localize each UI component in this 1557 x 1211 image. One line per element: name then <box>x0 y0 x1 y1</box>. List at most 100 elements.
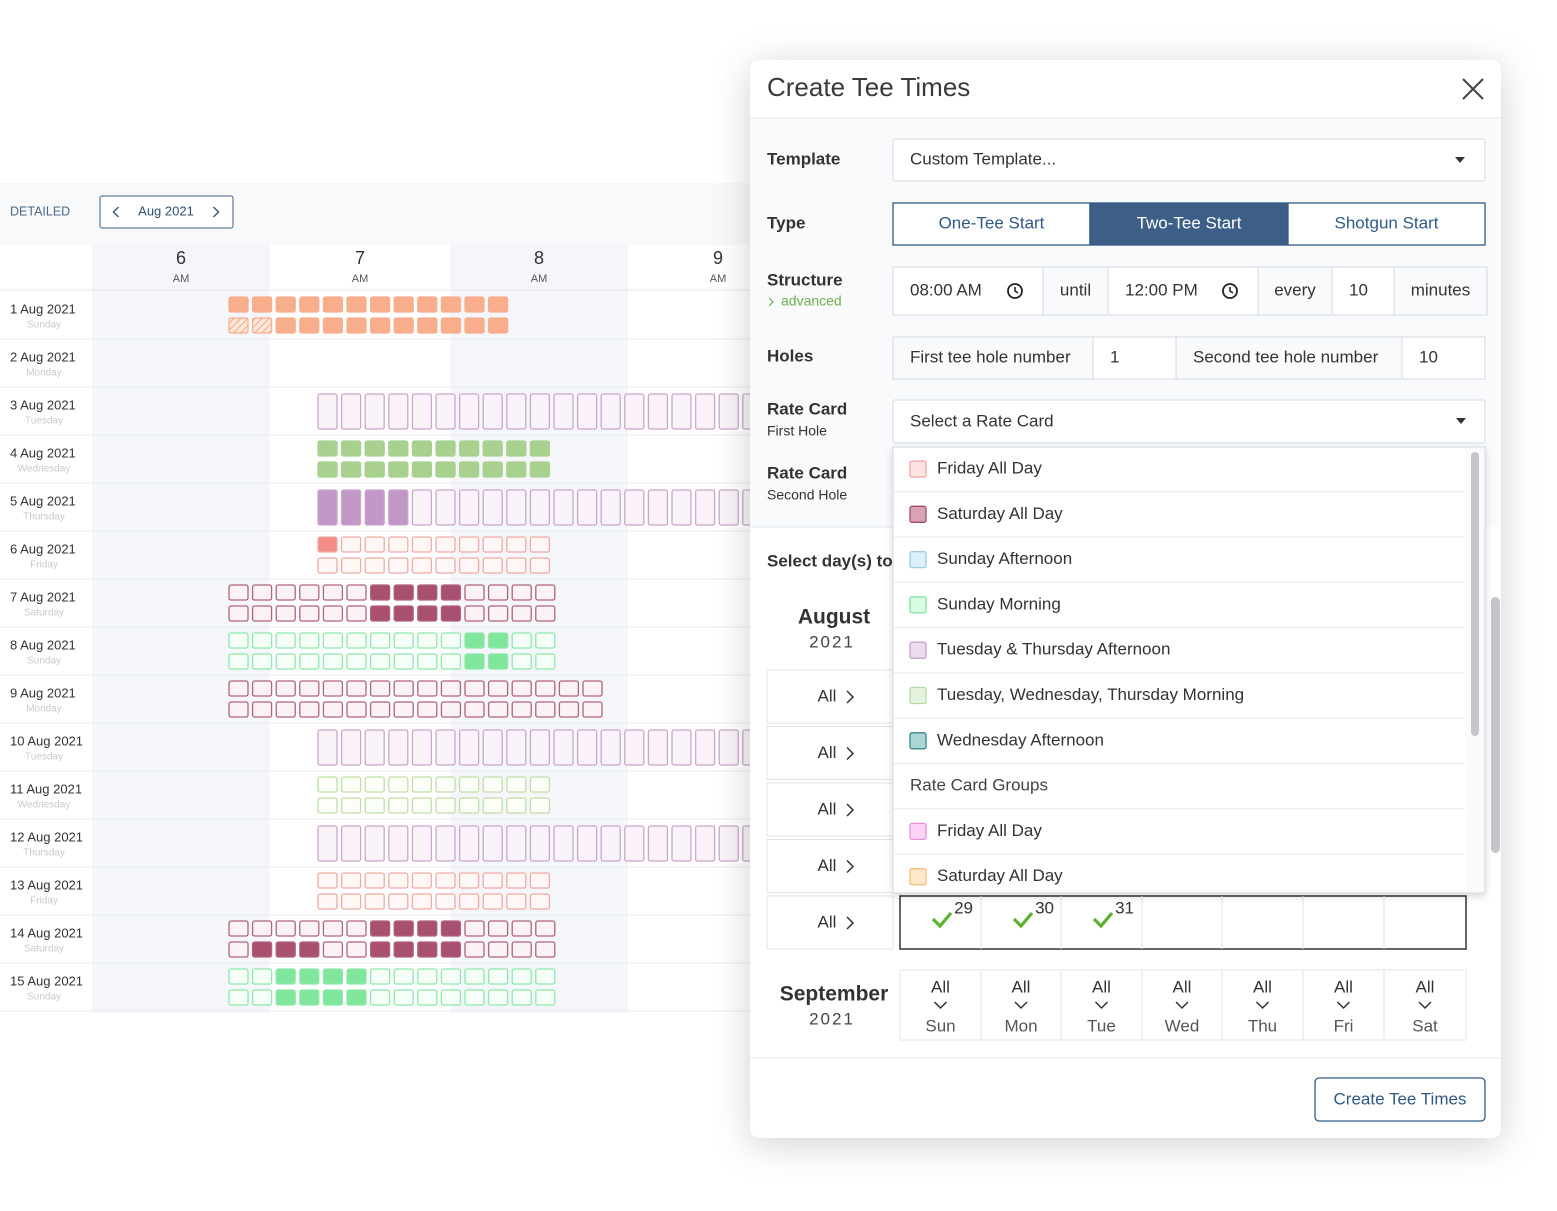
structure-cell[interactable] <box>892 266 1044 316</box>
tee-slot[interactable] <box>458 872 480 889</box>
tee-slot[interactable] <box>440 701 462 718</box>
tee-slot[interactable] <box>535 632 556 649</box>
tee-slot[interactable] <box>228 296 249 313</box>
tee-slot[interactable] <box>506 461 527 478</box>
tee-slot[interactable] <box>411 825 433 862</box>
tee-slot[interactable] <box>322 680 344 697</box>
tee-slot[interactable] <box>228 584 249 601</box>
tee-slot[interactable] <box>299 632 320 649</box>
tee-slot[interactable] <box>364 729 385 766</box>
tee-slot[interactable] <box>440 941 462 958</box>
rate-card-option[interactable]: Friday All Day <box>937 821 1042 840</box>
tee-slot[interactable] <box>535 920 556 937</box>
tee-slot[interactable] <box>340 489 362 526</box>
tee-slot[interactable] <box>299 317 320 334</box>
tee-slot[interactable] <box>464 296 485 313</box>
tee-slot[interactable] <box>411 893 433 910</box>
tee-slot[interactable] <box>506 872 527 889</box>
tee-slot[interactable] <box>251 605 273 622</box>
tee-slot[interactable] <box>529 825 551 862</box>
tee-slot[interactable] <box>582 680 603 697</box>
tee-slot[interactable] <box>624 825 645 862</box>
tee-slot[interactable] <box>458 797 480 814</box>
tee-slot[interactable] <box>322 605 344 622</box>
tee-slot[interactable] <box>228 920 249 937</box>
tee-slot[interactable] <box>671 825 692 862</box>
tee-slot[interactable] <box>317 872 338 889</box>
tee-slot[interactable] <box>417 605 438 622</box>
tee-slot[interactable] <box>393 653 414 670</box>
tee-slot[interactable] <box>364 797 385 814</box>
tee-slot[interactable] <box>464 653 485 670</box>
tee-slot[interactable] <box>718 825 739 862</box>
tee-slot[interactable] <box>482 461 503 478</box>
holes-cell[interactable] <box>1092 336 1177 380</box>
tee-slot[interactable] <box>411 872 433 889</box>
tee-slot[interactable] <box>228 968 249 985</box>
tee-slot[interactable] <box>535 584 556 601</box>
tee-slot[interactable] <box>553 825 574 862</box>
tee-slot[interactable] <box>435 872 456 889</box>
tee-slot[interactable] <box>388 797 409 814</box>
tee-slot[interactable] <box>340 872 362 889</box>
tee-slot[interactable] <box>435 825 456 862</box>
tee-slot[interactable] <box>511 968 532 985</box>
tee-slot[interactable] <box>671 393 692 430</box>
check-icon[interactable] <box>1012 911 1034 929</box>
tee-slot[interactable] <box>506 489 527 526</box>
tee-slot[interactable] <box>440 680 462 697</box>
check-icon[interactable] <box>1092 911 1114 929</box>
week-toggle[interactable] <box>766 895 894 950</box>
tee-slot[interactable] <box>487 920 509 937</box>
tee-slot[interactable] <box>322 317 344 334</box>
tee-slot[interactable] <box>529 893 551 910</box>
tee-slot[interactable] <box>228 989 249 1006</box>
tee-slot[interactable] <box>393 680 414 697</box>
tee-slot[interactable] <box>417 989 438 1006</box>
tee-slot[interactable] <box>458 440 480 457</box>
structure-cell[interactable] <box>1107 266 1259 316</box>
tee-slot[interactable] <box>411 729 433 766</box>
tee-slot[interactable] <box>535 941 556 958</box>
tee-slot[interactable] <box>506 797 527 814</box>
tee-slot[interactable] <box>228 317 249 334</box>
tee-slot[interactable] <box>346 941 367 958</box>
tee-slot[interactable] <box>322 968 344 985</box>
tee-slot[interactable] <box>228 680 249 697</box>
tee-slot[interactable] <box>464 680 485 697</box>
tee-slot[interactable] <box>299 296 320 313</box>
tee-slot[interactable] <box>299 701 320 718</box>
rate-card-option[interactable]: Wednesday Afternoon <box>937 730 1104 749</box>
tee-slot[interactable] <box>317 729 338 766</box>
tee-slot[interactable] <box>369 296 391 313</box>
tee-slot[interactable] <box>482 872 503 889</box>
tee-slot[interactable] <box>487 296 509 313</box>
tee-slot[interactable] <box>417 701 438 718</box>
tee-slot[interactable] <box>694 393 716 430</box>
tee-slot[interactable] <box>317 893 338 910</box>
tee-slot[interactable] <box>275 632 296 649</box>
tee-slot[interactable] <box>275 296 296 313</box>
weekday-toggle[interactable] <box>1060 969 1143 1041</box>
tee-slot[interactable] <box>535 605 556 622</box>
tee-slot[interactable] <box>364 461 385 478</box>
tee-slot[interactable] <box>600 489 621 526</box>
tee-slot[interactable] <box>275 680 296 697</box>
tee-slot[interactable] <box>482 729 503 766</box>
tee-slot[interactable] <box>529 461 551 478</box>
tee-slot[interactable] <box>529 440 551 457</box>
tee-slot[interactable] <box>299 941 320 958</box>
tee-slot[interactable] <box>388 825 409 862</box>
tee-slot[interactable] <box>346 296 367 313</box>
tee-slot[interactable] <box>529 536 551 553</box>
tee-slot[interactable] <box>364 393 385 430</box>
tee-slot[interactable] <box>299 584 320 601</box>
type-option[interactable] <box>892 202 1091 246</box>
tee-slot[interactable] <box>388 393 409 430</box>
tee-slot[interactable] <box>435 729 456 766</box>
tee-slot[interactable] <box>487 605 509 622</box>
rate-card-option[interactable]: Saturday All Day <box>937 866 1063 885</box>
tee-slot[interactable] <box>482 825 503 862</box>
tee-slot[interactable] <box>411 557 433 574</box>
tee-slot[interactable] <box>458 557 480 574</box>
